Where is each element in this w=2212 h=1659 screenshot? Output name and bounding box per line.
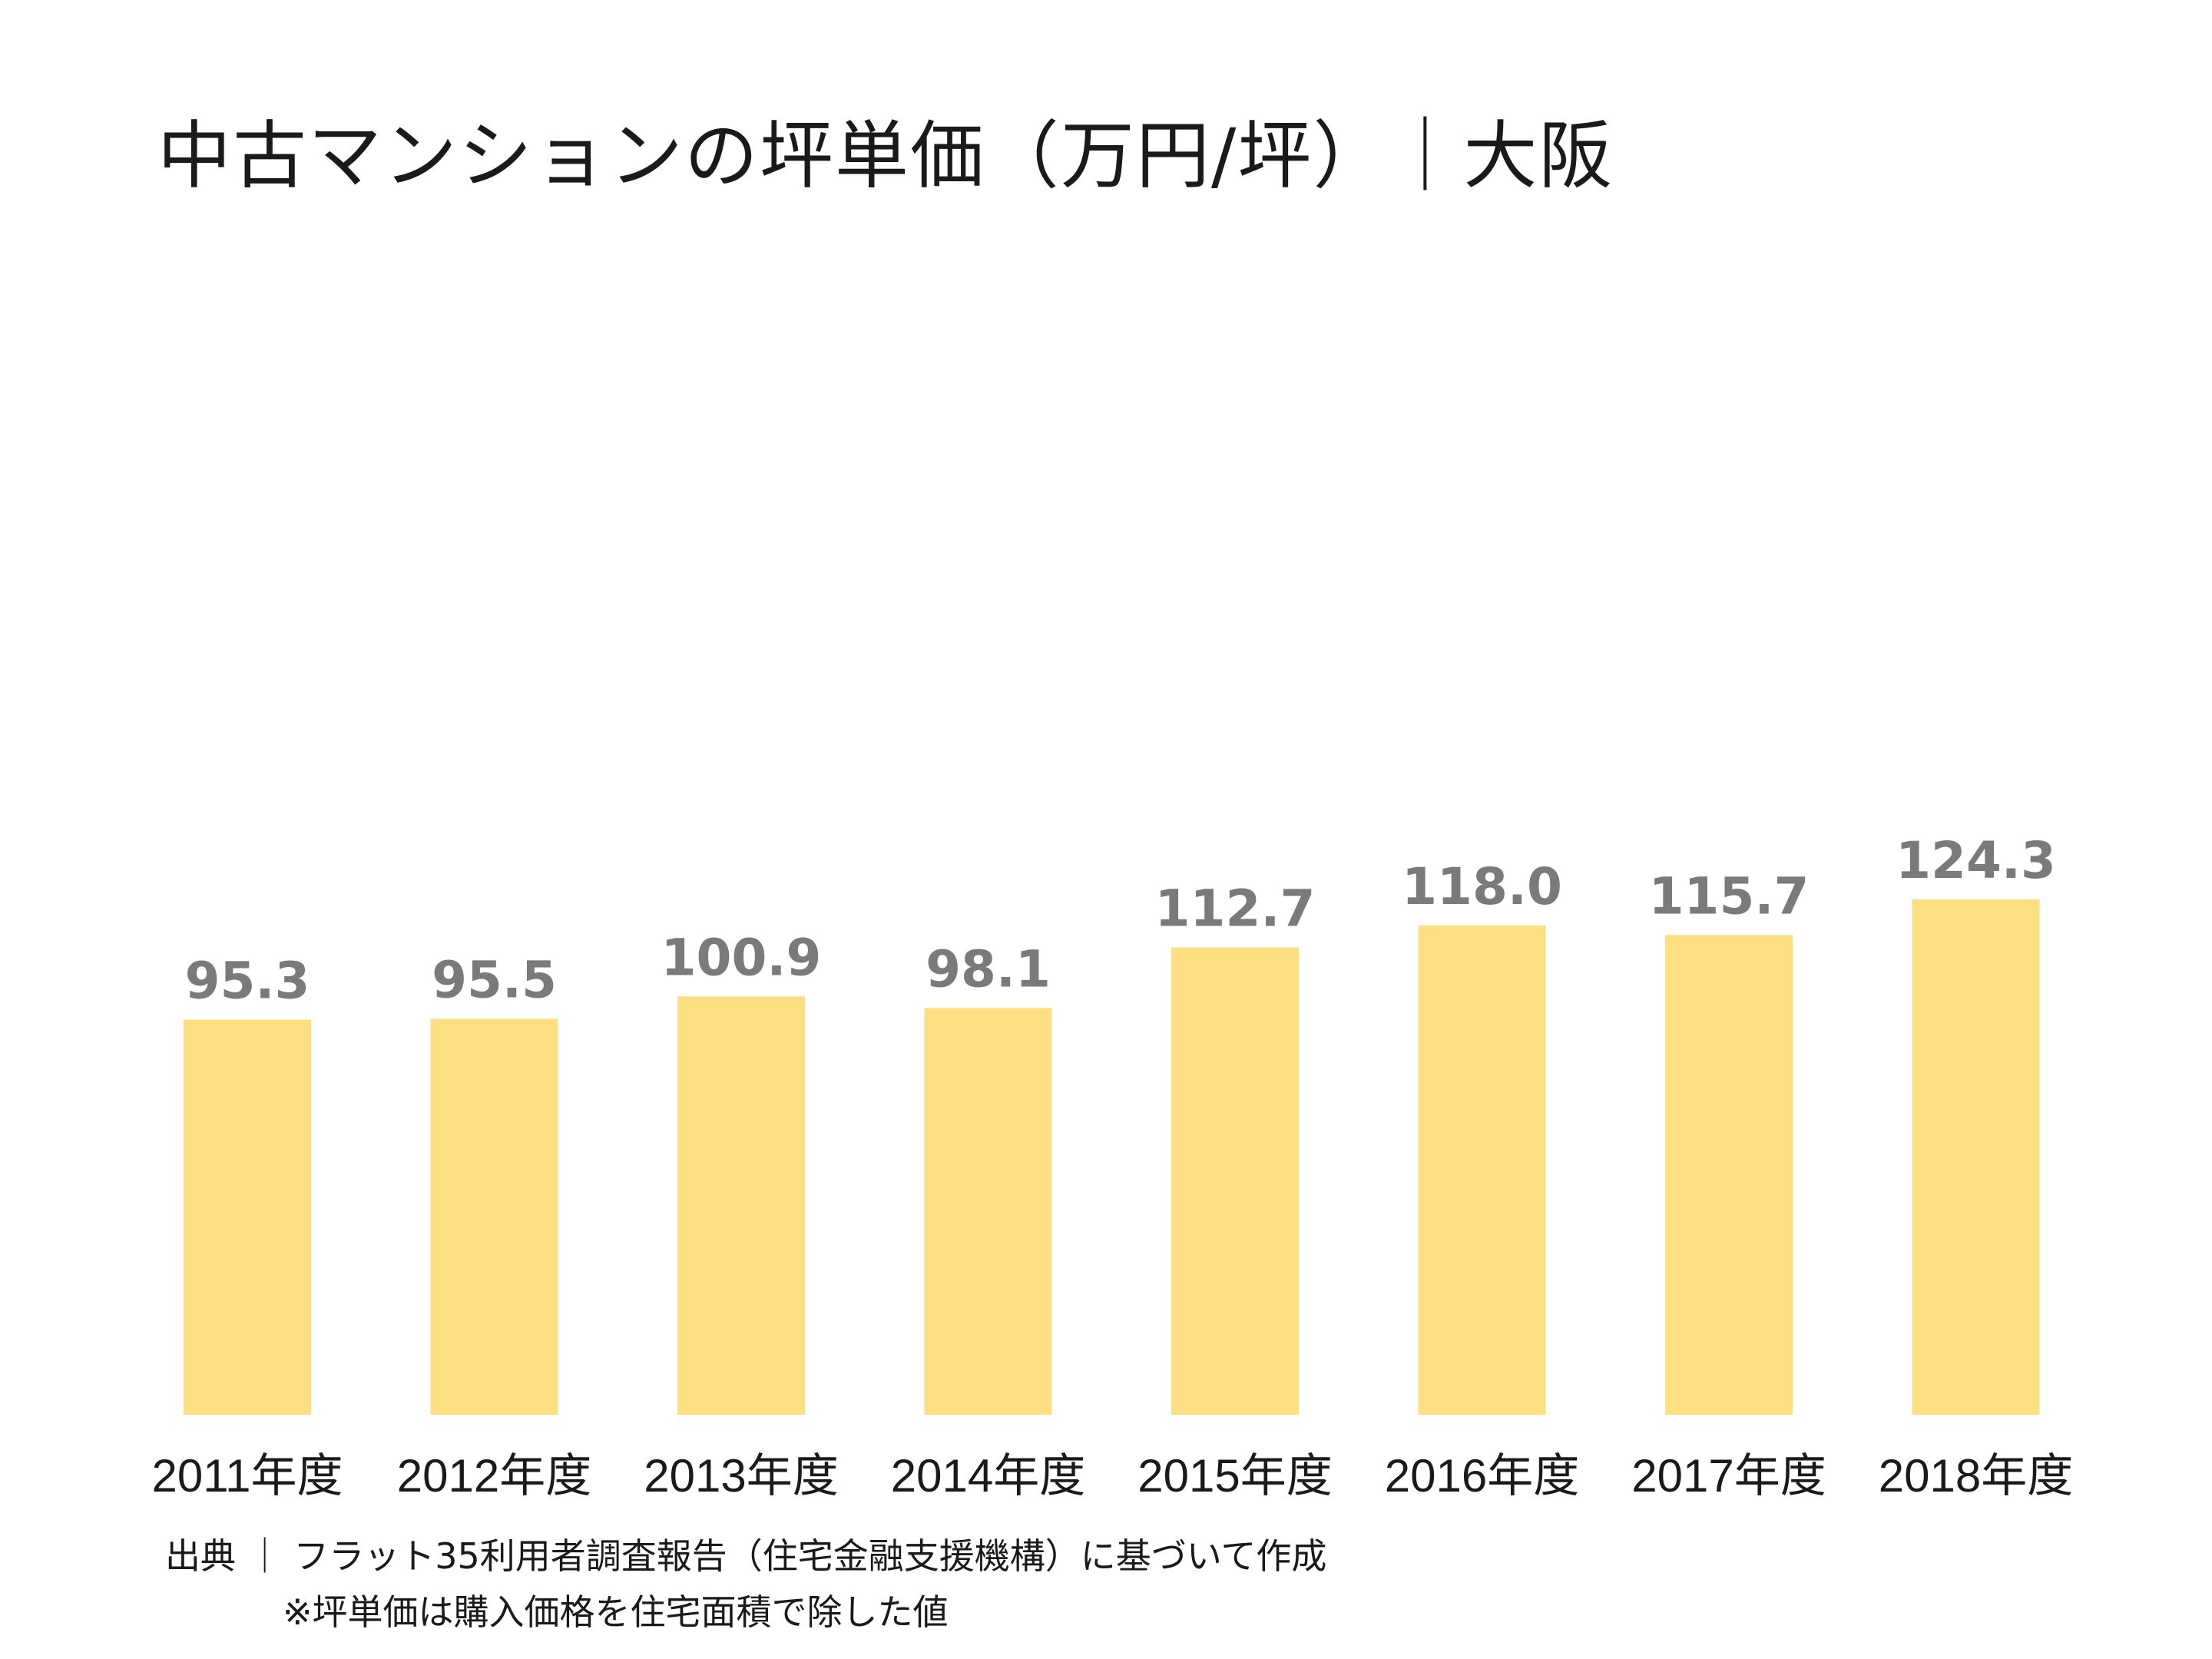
bar-2013年度 bbox=[677, 996, 805, 1415]
category-label: 2015年度 bbox=[1137, 1450, 1332, 1502]
value-label: 100.9 bbox=[661, 928, 822, 987]
bar-2011年度 bbox=[184, 1019, 311, 1415]
category-label: 2018年度 bbox=[1879, 1450, 2073, 1502]
category-label: 2017年度 bbox=[1631, 1450, 1826, 1502]
value-label: 95.5 bbox=[432, 951, 557, 1010]
chart-title: 中古マンションの坪単価（万円/坪）｜大阪 bbox=[157, 113, 1614, 199]
value-label: 115.7 bbox=[1649, 866, 1810, 926]
value-label: 98.1 bbox=[926, 939, 1051, 998]
value-label: 95.3 bbox=[185, 952, 310, 1011]
category-label: 2013年度 bbox=[644, 1450, 838, 1502]
bar-2015年度 bbox=[1171, 947, 1299, 1415]
value-labels-layer: 95.3 95.5 100.9 98.1 112.7 118.0 115.7 124.3 bbox=[185, 831, 2056, 1011]
footnote: ※坪単価は購入価格を住宅面積で除した値 bbox=[283, 1591, 949, 1633]
bar-2012年度 bbox=[430, 1018, 558, 1415]
category-label: 2014年度 bbox=[891, 1450, 1085, 1502]
category-labels-layer: 2011年度 2012年度 2013年度 2014年度 2015年度 2016年度 2017… bbox=[151, 1450, 2073, 1502]
value-label: 124.3 bbox=[1896, 831, 2056, 890]
value-label: 118.0 bbox=[1402, 857, 1562, 916]
value-label: 112.7 bbox=[1155, 879, 1316, 939]
bars-layer bbox=[184, 899, 2040, 1415]
bar-2018年度 bbox=[1912, 899, 2040, 1415]
category-label: 2016年度 bbox=[1385, 1450, 1579, 1502]
category-label: 2011年度 bbox=[151, 1450, 343, 1502]
bar-2017年度 bbox=[1665, 935, 1793, 1415]
source-note: 出典 ｜ フラット35利用者調査報告（住宅金融支援機構）に基づいて作成 bbox=[165, 1535, 1327, 1577]
bar-2016年度 bbox=[1418, 926, 1546, 1415]
bar-2014年度 bbox=[924, 1008, 1052, 1415]
category-label: 2012年度 bbox=[397, 1450, 591, 1502]
